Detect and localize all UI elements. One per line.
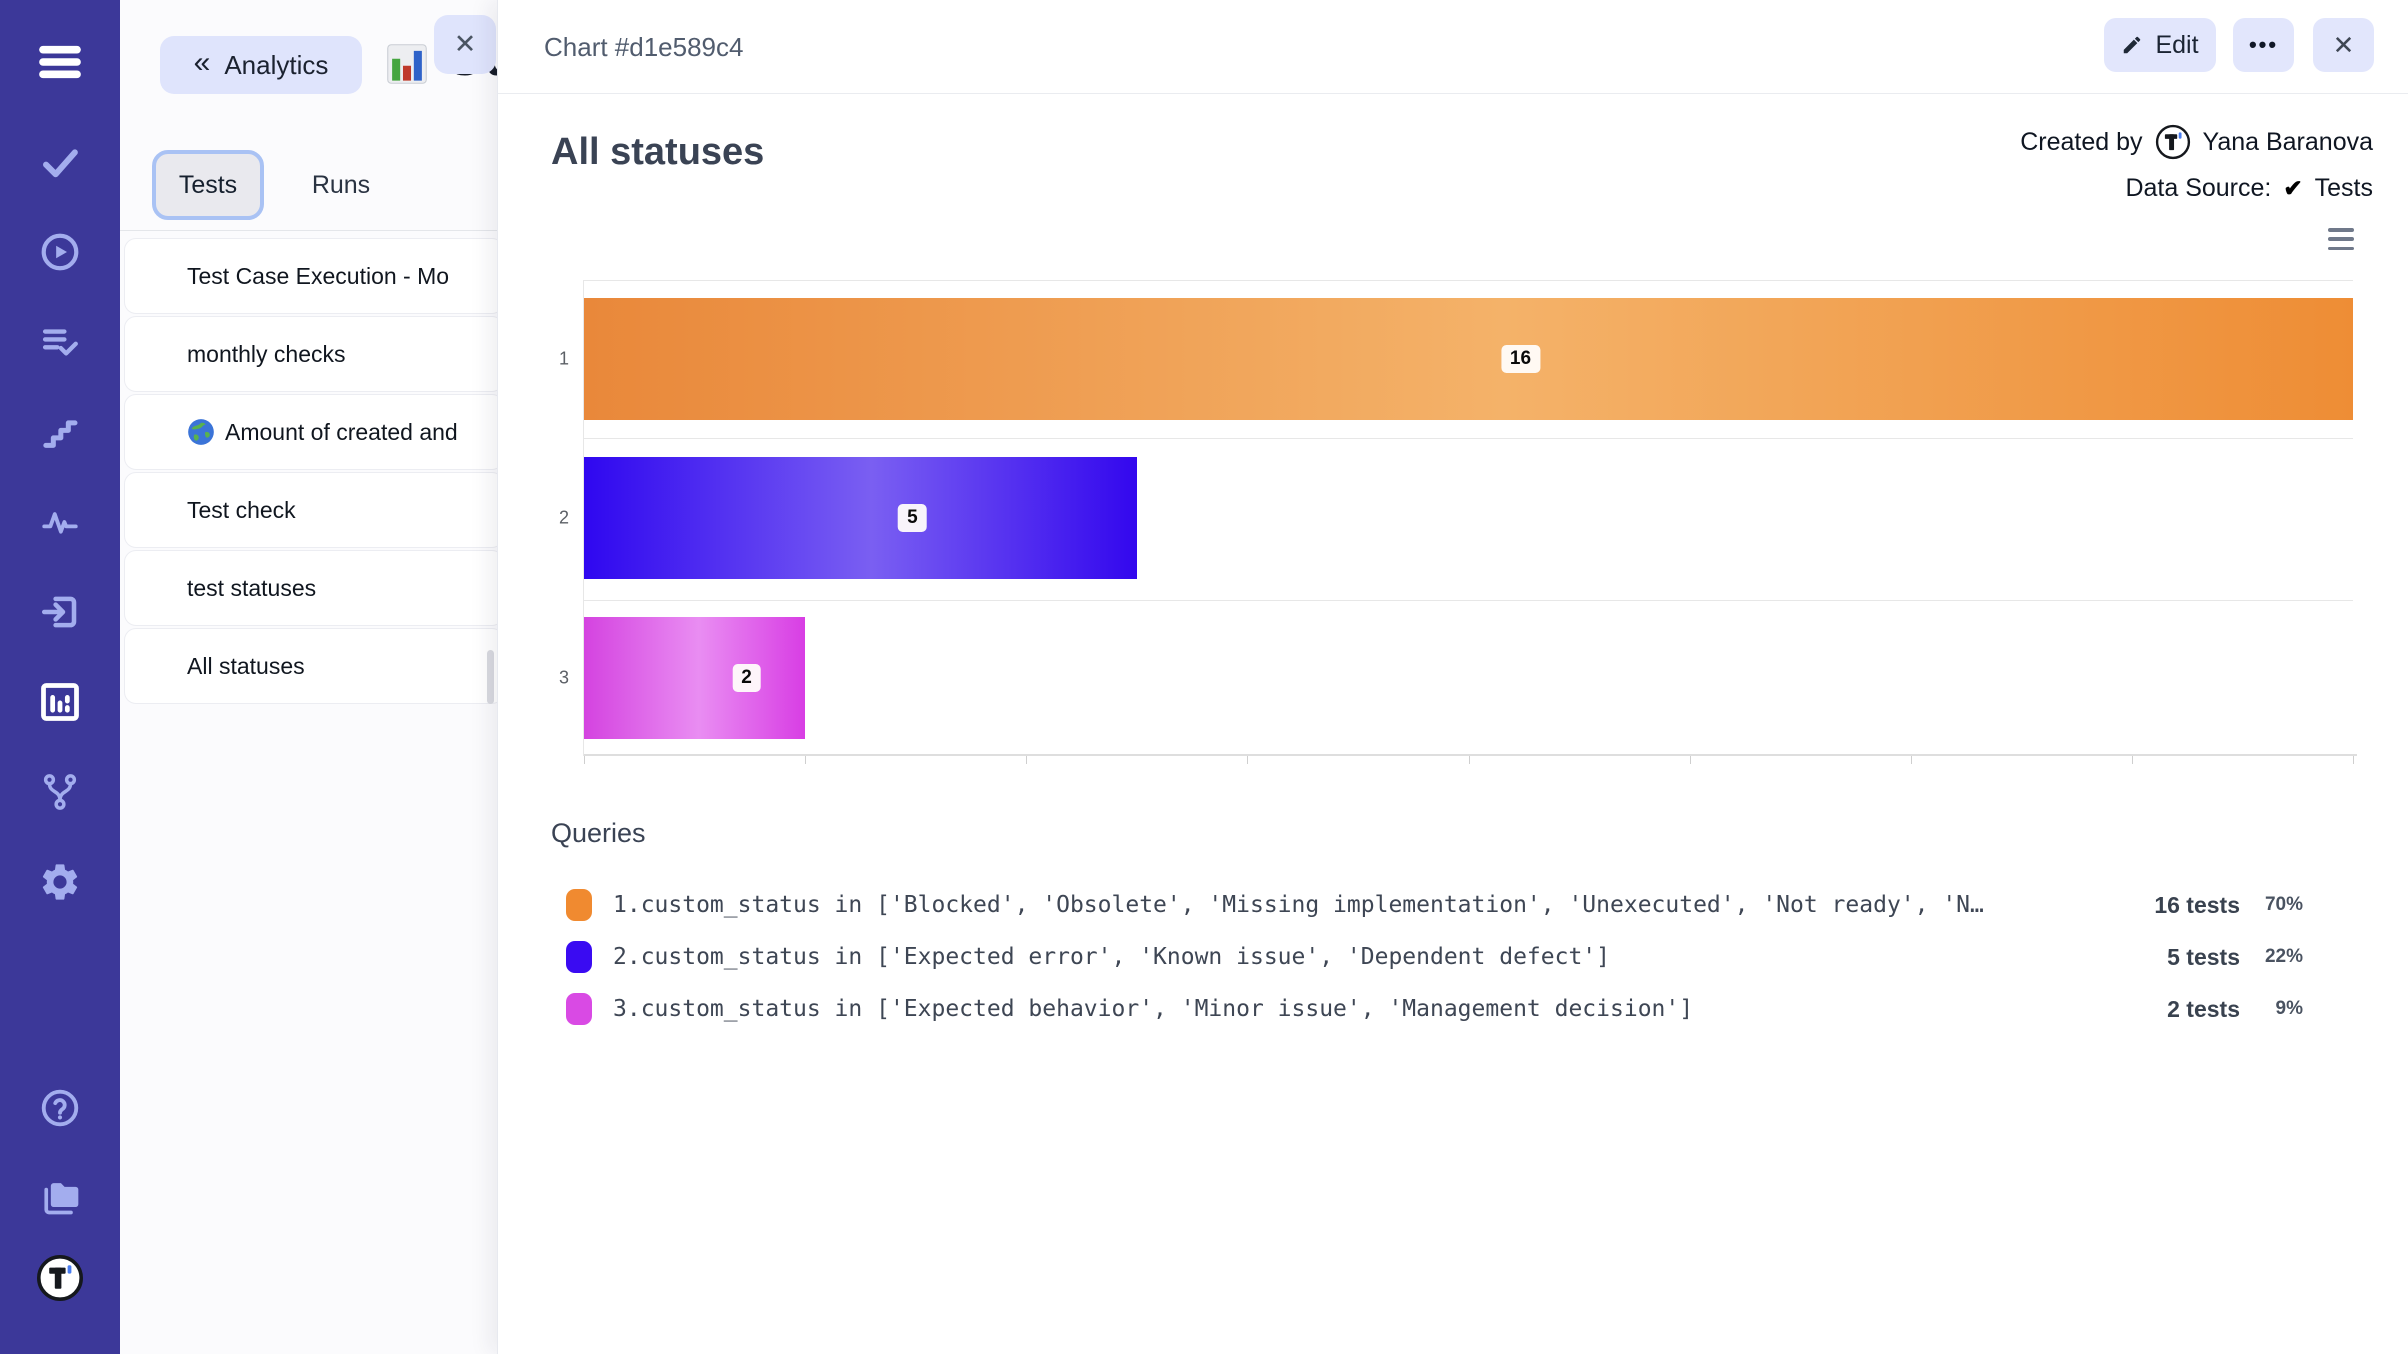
x-axis-tick [805,756,807,764]
list-item-all-statuses[interactable]: All statuses [124,628,504,704]
edit-button[interactable]: Edit [2104,18,2216,72]
x-axis-line [584,754,2357,756]
data-source-label: Data Source: [2125,173,2272,202]
x-axis-tick [1026,756,1028,764]
query-percent: 70% [2264,894,2303,915]
gridline [584,600,2353,601]
back-button-label: Analytics [224,49,329,80]
edit-label: Edit [2155,30,2199,59]
bar-series-2[interactable] [584,457,1137,579]
bar-data-label: 5 [898,504,927,532]
x-axis-tick [1689,756,1691,764]
nav-rail [0,0,120,1354]
x-axis-tick [1910,756,1912,764]
bar-series-1[interactable] [584,298,2353,420]
query-color-swatch [566,993,592,1025]
query-color-swatch [566,889,592,921]
y-axis-line [583,280,584,756]
overlay-close-button[interactable]: ✕ [2313,18,2374,72]
pulse-icon[interactable] [0,490,120,554]
avatar [2155,124,2191,160]
query-row-1: 1.custom_status in ['Blocked', 'Obsolete… [566,888,2366,922]
x-axis-tick [2353,756,2354,764]
list-item-test-case-execution-mo[interactable]: Test Case Execution - Mo [124,238,504,314]
check-icon: ✔ [2283,174,2303,201]
charts-list-panel: « Analytics Cu ✕ Tests Runs Test Case Ex… [120,0,517,1354]
chart-title: All statuses [551,131,765,173]
created-by-row: Created by Yana Baranova [2020,122,2373,162]
list-item-label: Amount of created and [225,418,458,445]
tab-runs[interactable]: Runs [311,170,371,199]
created-by-label: Created by [2020,127,2143,156]
created-by-name: Yana Baranova [2202,127,2374,156]
test-plans-icon[interactable] [0,310,120,374]
bar-data-label: 16 [1500,345,1541,373]
milestones-steps-icon[interactable] [0,400,120,464]
query-percent: 9% [2275,998,2303,1019]
list-item-label: Test check [187,496,296,523]
data-source-value: Tests [2314,173,2373,202]
category-label: 3 [558,667,569,688]
x-axis-tick [1468,756,1470,764]
close-icon: ✕ [453,29,477,59]
query-text: 1.custom_status in ['Blocked', 'Obsolete… [613,892,1984,918]
query-row-2: 2.custom_status in ['Expected error', 'K… [566,940,2366,974]
close-icon: ✕ [2332,29,2355,60]
bar-series-3[interactable] [584,617,806,739]
list-item-monthly-checks[interactable]: monthly checks [124,316,504,392]
more-options-button[interactable]: ••• [2233,18,2294,72]
chart-id-title: Chart #d1e589c4 [544,31,744,62]
queries-heading: Queries [551,818,646,848]
divider [120,230,497,231]
overlay-header: Chart #d1e589c4 Edit ••• ✕ [498,0,2408,94]
query-text: 3.custom_status in ['Expected behavior',… [613,996,1694,1022]
bar-chart-plot: 16 1 5 2 2 3 [559,280,2357,764]
category-label: 1 [558,348,569,369]
query-tests-count: 16 tests [2154,891,2240,918]
logo-avatar[interactable] [0,1246,120,1310]
x-axis-tick [584,756,585,764]
list-item-label: test statuses [187,574,317,601]
list-item-test-statuses[interactable]: test statuses [124,550,504,626]
bar-chart-emoji-icon [386,42,428,86]
query-text: 2.custom_status in ['Expected error', 'K… [613,944,1610,970]
ellipsis-icon: ••• [2248,32,2279,57]
analytics-chart-icon[interactable] [0,670,120,734]
x-axis-tick [1247,756,1249,764]
globe-icon [187,418,215,446]
list-item-amount-of-created-and[interactable]: Amount of created and [124,394,504,470]
menu-icon[interactable] [0,30,120,94]
x-axis-tick [2131,756,2133,764]
settings-gear-icon[interactable] [0,850,120,914]
query-color-swatch [566,941,592,973]
help-icon[interactable] [0,1076,120,1140]
query-tests-count: 5 tests [2167,943,2240,970]
chart-detail-overlay: Chart #d1e589c4 Edit ••• ✕ All statuses … [497,0,2408,1354]
query-percent: 22% [2264,946,2303,967]
pencil-icon [2124,36,2141,54]
panel-close-button[interactable]: ✕ [434,15,496,74]
branch-icon[interactable] [0,760,120,824]
tests-check-icon[interactable] [0,130,120,194]
data-source-row: Data Source: ✔ Tests [2125,170,2373,206]
chart-context-menu-button[interactable] [2328,228,2354,250]
query-row-3: 3.custom_status in ['Expected behavior',… [566,992,2366,1026]
scrollbar-thumb[interactable] [487,650,494,704]
list-item-label: monthly checks [187,340,346,367]
back-to-analytics-button[interactable]: « Analytics [160,36,362,94]
gridline [584,280,2353,281]
runs-play-icon[interactable] [0,220,120,284]
query-tests-count: 2 tests [2167,995,2240,1022]
gridline [584,438,2353,439]
projects-folder-icon[interactable] [0,1164,120,1228]
list-item-test-check[interactable]: Test check [124,472,504,548]
bar-data-label: 2 [732,664,761,692]
chevron-double-left-icon: « [193,46,211,79]
tab-tests[interactable]: Tests [152,150,264,220]
list-item-label: Test Case Execution - Mo [187,262,450,289]
category-label: 2 [558,507,569,528]
import-icon[interactable] [0,580,120,644]
list-item-label: All statuses [187,652,305,679]
